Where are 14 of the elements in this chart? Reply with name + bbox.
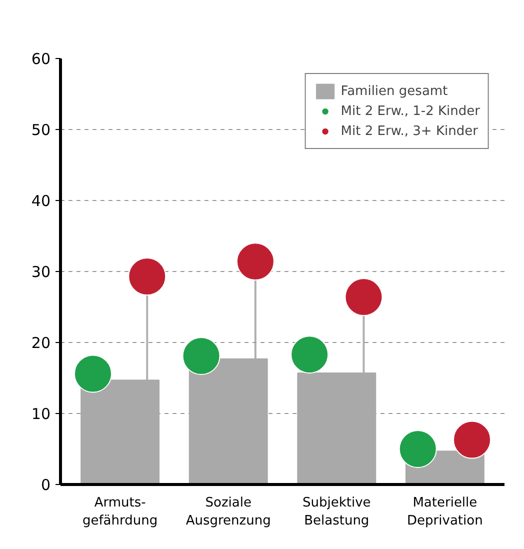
- y-tick-label: 50: [31, 121, 51, 139]
- x-tick-label: Materielle Deprivation: [407, 496, 483, 528]
- y-tick-label: 10: [31, 405, 51, 423]
- legend-label: Mit 2 Erw., 3+ Kinder: [340, 122, 478, 140]
- y-tick-label: 20: [31, 334, 51, 352]
- legend-label: Familien gesamt: [340, 82, 448, 100]
- y-tick-label: 60: [31, 50, 51, 68]
- y-tick-label: 0: [40, 476, 51, 494]
- legend-label: Mit 2 Erw., 1-2 Kinder: [340, 102, 480, 120]
- y-tick-label: 30: [31, 263, 51, 281]
- x-tick-label: Armuts- gefährdung: [82, 496, 158, 528]
- x-tick-label: Subjektive Belastung: [302, 496, 371, 528]
- y-tick-label: 40: [31, 192, 51, 210]
- x-tick-label: Soziale Ausgrenzung: [186, 496, 271, 528]
